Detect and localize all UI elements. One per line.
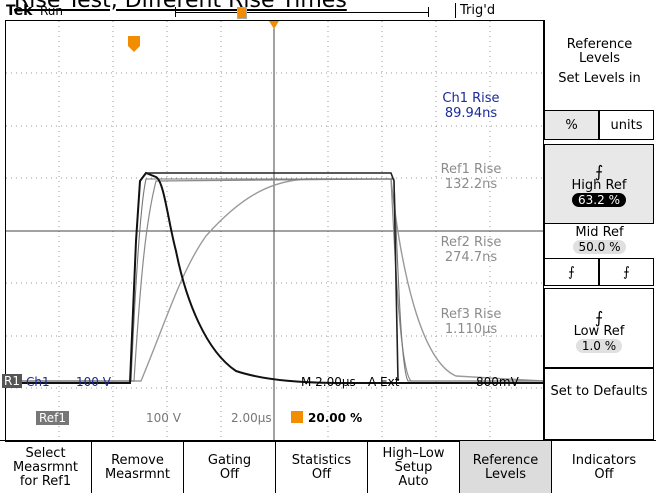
waveform-display[interactable]: Ch1 Rise 89.94ns Ref1 Rise 132.2ns Ref2 Ri… bbox=[2, 20, 544, 442]
trigger-time-marker bbox=[128, 36, 140, 52]
mid-ref-value: 50.0 % bbox=[572, 240, 627, 254]
ref1-rise-measurement: Ref1 Rise 132.2ns bbox=[440, 162, 502, 192]
ch1-rise-measurement: Ch1 Rise 89.94ns bbox=[442, 91, 500, 121]
select-measurement-button[interactable]: Select Measrmnt for Ref1 bbox=[0, 440, 92, 493]
low-ref-value: 1.0 % bbox=[575, 339, 623, 353]
trigger-level: 800mV bbox=[476, 375, 519, 389]
option-units-button[interactable]: units bbox=[599, 110, 654, 140]
center-marker bbox=[269, 21, 279, 29]
ref1-waveform bbox=[6, 178, 543, 382]
ch1-main-pulse bbox=[146, 172, 399, 382]
high-ref-button[interactable]: ⨍ High Ref 63.2 % bbox=[544, 144, 654, 224]
set-levels-label: Set Levels in bbox=[558, 71, 641, 86]
mid-ref-display: Mid Ref 50.0 % bbox=[544, 224, 654, 258]
brand-logo: Tek bbox=[6, 3, 33, 19]
side-menu-title: Reference Levels Set Levels in bbox=[544, 20, 654, 110]
trigger-state: Trig'd bbox=[455, 3, 495, 18]
option-percent-button[interactable]: % bbox=[544, 110, 599, 140]
high-low-setup-button[interactable]: High–Low Setup Auto bbox=[368, 440, 460, 493]
rising-edge-icon: ⨍ bbox=[594, 162, 604, 181]
ch1-scale: 100 V bbox=[76, 375, 111, 389]
rising-edge-icon: ⨍ bbox=[568, 265, 575, 280]
indicators-button[interactable]: Indicators Off bbox=[552, 440, 656, 493]
timebase-readout: M 2.00µs bbox=[301, 375, 356, 389]
statistics-button[interactable]: Statistics Off bbox=[276, 440, 368, 493]
status-bar: Tek Run Trig'd bbox=[0, 1, 545, 19]
trigger-source: A Ext bbox=[368, 375, 400, 389]
high-ref-value: 63.2 % bbox=[572, 193, 626, 207]
page-title: Rise Test, Different Rise Times bbox=[14, 0, 347, 13]
high-ref-label: High Ref bbox=[571, 178, 627, 193]
rising-edge-icon: ⨍ bbox=[594, 308, 604, 327]
side-menu-title-text: Reference Levels bbox=[566, 37, 633, 66]
ch1-waveform bbox=[6, 171, 543, 384]
ref3-rise-measurement: Ref3 Rise 1.110µs bbox=[440, 307, 502, 337]
set-to-defaults-button[interactable]: Set to Defaults bbox=[544, 368, 654, 440]
ground-marker: R1 bbox=[2, 374, 22, 388]
bottom-menu: Select Measrmnt for Ref1 Remove Measrmnt Ga… bbox=[0, 440, 656, 493]
mid-ref-label: Mid Ref bbox=[575, 225, 624, 240]
trigger-position: 20.00 % bbox=[308, 411, 363, 425]
graticule bbox=[6, 21, 543, 441]
ref1-scale: 100 V bbox=[146, 411, 181, 425]
remove-measurement-button[interactable]: Remove Measrmnt bbox=[92, 440, 184, 493]
low-ref-label: Low Ref bbox=[573, 324, 625, 339]
side-menu: Reference Levels Set Levels in % units ⨍… bbox=[544, 20, 656, 440]
reference-levels-button[interactable]: Reference Levels bbox=[460, 440, 552, 493]
ref3-waveform bbox=[6, 178, 543, 382]
ref1-time: 2.00µs bbox=[231, 411, 272, 425]
record-view-window bbox=[237, 7, 247, 19]
mid-ref-edge2-button[interactable]: ⨍ bbox=[599, 258, 654, 286]
trigger-position-icon bbox=[291, 411, 303, 423]
ref2-rise-measurement: Ref2 Rise 274.7ns bbox=[440, 235, 502, 265]
record-view-bar bbox=[175, 7, 429, 17]
low-ref-button[interactable]: ⨍ Low Ref 1.0 % bbox=[544, 288, 654, 368]
ch1-readout: Ch1 bbox=[26, 375, 50, 389]
ref1-readout: Ref1 bbox=[36, 411, 70, 425]
mid-ref-edge1-button[interactable]: ⨍ bbox=[544, 258, 599, 286]
gating-button[interactable]: Gating Off bbox=[184, 440, 276, 493]
dual-edge-icon: ⨍ bbox=[623, 265, 630, 280]
run-state: Run bbox=[40, 4, 64, 18]
